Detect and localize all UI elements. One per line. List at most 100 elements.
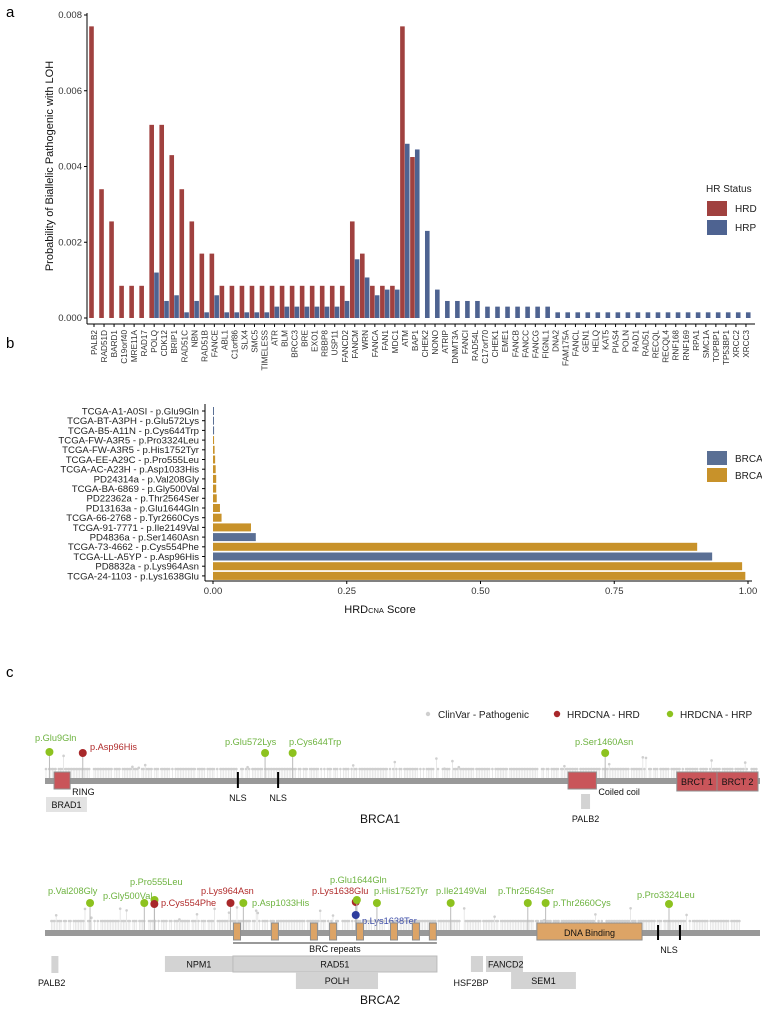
gene-label: ABL1 [220,330,229,350]
legend-label: HRDCNA - HRP [680,710,753,721]
clinvar-dot [87,767,91,771]
bar-brca2 [213,445,215,454]
bar-hrp-SMC1A [705,312,711,318]
clinvar-dot [542,767,545,771]
gene-label: TOPBP1 [712,330,721,363]
row-label: TCGA-LL-A5YP - p.Asp96His [73,552,199,563]
bar-hrp-ATRIP [445,300,450,318]
clinvar-dot [355,767,358,771]
bar-hrd-FAN1 [380,285,385,318]
bar-hrp-GEN1 [585,312,591,318]
gene-label: ATR [271,330,280,346]
interactor-brad1 [46,797,87,812]
bar-hrd-PALB2 [89,26,94,319]
clinvar-dot [128,919,132,923]
mutation-dot-hrp [140,899,149,907]
clinvar-dot [597,919,600,923]
y-axis-title: Probability of Biallelic Pathogenic with… [44,61,56,271]
bar-hrd-RBBP8 [319,285,325,318]
gene-label: RAD51B [200,329,209,361]
clinvar-dot [317,919,320,923]
clinvar-dot [388,767,392,771]
row-label: TCGA-BA-6869 - p.Gly500Val [72,484,199,495]
clinvar-dot [305,767,309,771]
brca2-backbone [45,930,760,936]
interactor-label: FANCD2 [488,960,524,970]
x-title-main: HRD [344,604,368,616]
clinvar-dot [536,919,540,923]
gene-label: CHEK1 [491,330,500,358]
y-tick-label: 0.000 [58,313,82,324]
mutation-dot-hrp [601,749,610,757]
mutation-dot-hrd [226,899,235,907]
gene-label: C1orf86 [230,330,239,360]
clinvar-dot [117,919,120,923]
protein-title-brca1: BRCA1 [360,812,400,826]
clinvar-dot [436,767,440,771]
bar-hrp-BRE [304,306,310,318]
x-tick-label: 1.00 [739,586,758,597]
brc-repeat [329,922,338,941]
gene-label: NBN [190,330,199,347]
mutation-dot-ter [351,911,360,919]
interactor-palb2 [581,794,591,809]
legend-swatch-hrd [707,201,727,216]
bar-hrp-EXO1 [314,306,320,318]
row-label: PD13163a - p.Glu1644Gln [86,503,199,514]
mutation-label: p.Glu572Lys [225,737,277,747]
clinvar-dot [241,767,245,771]
legend-swatch-brca2 [707,468,727,482]
clinvar-dot [447,767,451,771]
mutation-label: p.Cys644Trp [289,737,341,747]
bar-hrd-BRIP1 [169,155,175,318]
panel-c-lollipop: ClinVar - Pathogenic HRDCNA - HRD HRDCNA -… [35,710,760,1007]
clinvar-dot [266,919,269,923]
clinvar-dot [457,765,461,769]
clinvar-dot [688,919,692,923]
bar-hrp-TP53BP1 [725,312,731,318]
clinvar-dot [471,767,475,771]
mutation-label: p.Thr2660Cys [553,898,611,908]
clinvar-dot [335,767,339,771]
clinvar-dot [59,919,63,923]
mutation-label: p.Pro3324Leu [637,890,695,900]
x-tick-label: 0.50 [471,586,490,597]
interactor-label: PALB2 [38,978,65,988]
gene-label: ATM [401,330,410,347]
bar-hrd-TIMELESS [259,285,265,318]
bar-hrp-ABL1 [224,312,229,318]
bar-hrp-FAM175A [565,312,571,318]
bar-hrp-RAD51 [645,312,651,318]
clinvar-dot [53,919,56,923]
clinvar-dot [705,767,709,771]
nls-marker [277,772,280,788]
bar-hrd-ATR [269,285,275,318]
gene-label: RECQL [652,330,661,359]
clinvar-dot [82,919,85,923]
clinvar-dot [254,909,258,912]
bar-brca2 [213,474,217,483]
clinvar-dot [294,767,297,771]
bar-hrd-WRN [360,253,365,318]
clinvar-dot [69,919,72,923]
bar-hrd-FANCD2 [339,285,345,318]
legend-title: HR Status [706,184,752,195]
gene-label: POLQ [150,330,159,353]
clinvar-dot [395,767,398,771]
domain-brct-2 [716,771,759,792]
clinvar-dot [178,918,181,921]
gene-label: BRIP1 [170,330,179,354]
legend-swatch-hrp [707,220,727,235]
clinvar-dot [258,919,261,923]
legend-label-hrd: HRD [735,204,757,215]
clinvar-dot [187,919,191,923]
clinvar-dot [131,765,134,769]
bar-brca1 [213,407,214,415]
mutation-label: p.Cys554Phe [161,898,216,908]
clinvar-dot [478,919,482,923]
clinvar-dot [125,909,128,912]
bar-hrp-DNA2 [555,312,560,318]
brc-repeat [411,922,420,941]
gene-label: KAT5 [602,330,611,350]
